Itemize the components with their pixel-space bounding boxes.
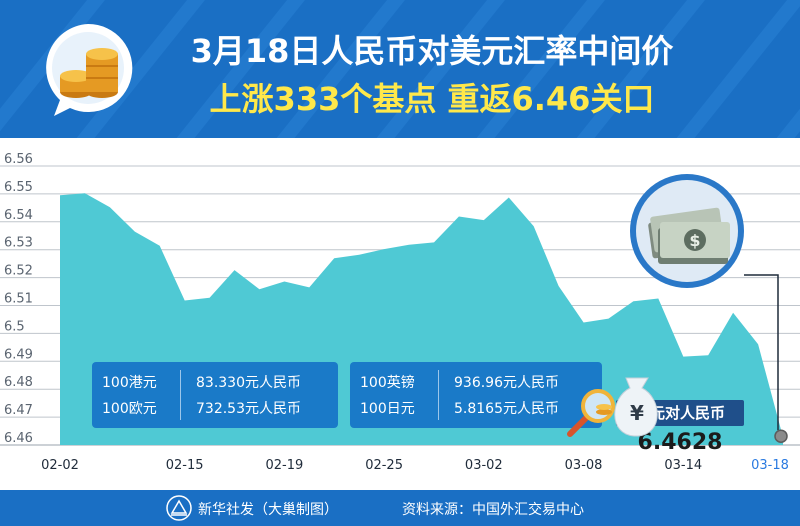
x-tick-label: 03-18 [751,458,789,473]
x-tick-label: 03-08 [565,458,603,473]
y-axis-ticks: 6.56 6.55 6.54 6.53 6.52 6.51 6.5 6.49 6.48 6.47 6… [4,152,33,446]
footer-bar: 新华社发（大巢制图） 资料来源：中国外汇交易中心 [0,490,800,526]
money-bag-icon: ¥ [567,377,658,437]
footer-source: 资料来源：中国外汇交易中心 [402,502,584,518]
y-tick-label: 6.51 [4,292,33,307]
x-tick-label: 03-14 [664,458,702,473]
header-banner: 3月18日人民币对美元汇率中间价 上涨333个基点 重返6.46关口 [0,0,800,138]
info-unit: 100港元 [102,375,157,391]
info-value: 83.330元人民币 [196,375,301,391]
xinhua-logo-icon [166,495,192,521]
svg-text:$: $ [689,231,700,250]
last-point-marker [774,429,788,443]
info-value: 5.8165元人民币 [454,401,559,417]
y-tick-label: 6.56 [4,152,33,167]
x-tick-label: 02-25 [365,458,403,473]
callout-leader-line [744,274,779,431]
info-value: 732.53元人民币 [196,401,301,417]
magnifier-icon [567,389,615,437]
info-unit: 100英镑 [360,375,415,391]
x-tick-label: 02-02 [41,458,79,473]
x-tick-label: 03-02 [465,458,503,473]
footer-credit: 新华社发（大巢制图） [198,502,338,518]
info-box-2: 100英镑 936.96元人民币 100日元 5.8165元人民币 [350,362,602,428]
chart-area: 6.56 6.55 6.54 6.53 6.52 6.51 6.5 6.49 6.48 6.47 6… [0,138,800,478]
header-stripes [0,0,800,138]
callout-value: 6.4628 [637,430,723,455]
page-title-line2: 上涨333个基点 重返6.46关口 [209,80,655,118]
y-tick-label: 6.47 [4,403,33,418]
x-axis-ticks: 02-02 02-15 02-19 02-25 03-02 03-08 03-14 03-18 [41,458,789,473]
y-tick-label: 6.52 [4,264,33,279]
svg-text:¥: ¥ [630,401,644,425]
y-tick-label: 6.48 [4,375,33,390]
y-tick-label: 6.5 [4,319,25,334]
y-tick-label: 6.55 [4,180,33,195]
money-bills-icon: $ [630,174,744,288]
info-box-1: 100港元 83.330元人民币 100欧元 732.53元人民币 [92,362,338,428]
y-tick-label: 6.53 [4,236,33,251]
info-unit: 100日元 [360,401,415,417]
coin-stack-icon [46,23,133,116]
x-tick-label: 02-15 [166,458,204,473]
y-tick-label: 6.54 [4,208,33,223]
info-value: 936.96元人民币 [454,375,559,391]
x-tick-label: 02-19 [265,458,303,473]
y-tick-label: 6.49 [4,347,33,362]
page-title-line1: 3月18日人民币对美元汇率中间价 [190,32,674,70]
y-tick-label: 6.46 [4,431,33,446]
info-unit: 100欧元 [102,401,157,417]
